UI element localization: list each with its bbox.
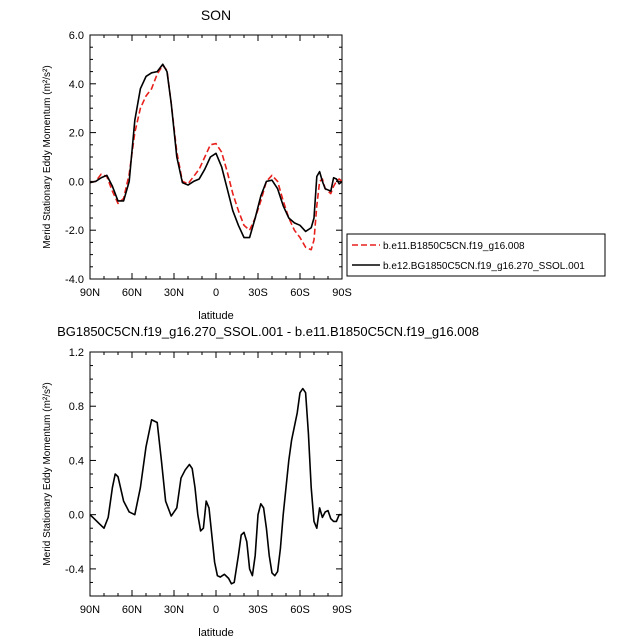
x-tick-label: 90N [80, 287, 100, 299]
x-tick-label: 30N [164, 287, 184, 299]
series-line-2 [90, 63, 342, 239]
x-tick-label: 0 [213, 604, 219, 616]
chart-1: SON -4.0 -2.0 0.0 2.0 4.0 6.0 90N 60N 30N 0 30S 60S 9… [42, 7, 606, 322]
y-tick-label: 6.0 [69, 30, 84, 42]
y-tick-label: 2.0 [69, 128, 84, 140]
y-tick-label: 0.0 [69, 176, 84, 188]
chart-title: BG1850C5CN.f19_g16.270_SSOL.001 - b.e11.… [57, 324, 479, 339]
series-line-1 [90, 387, 342, 585]
y-tick-label: -0.4 [65, 564, 84, 576]
x-tick-label: 90S [332, 287, 352, 299]
x-tick-label: 90N [80, 604, 100, 616]
x-tick-label: 60S [290, 287, 310, 299]
legend-box [346, 233, 606, 277]
plot-frame [89, 34, 343, 280]
x-axis-label: latitude [198, 627, 233, 639]
legend-label: b.e11.B1850C5CN.f19_g16.008 [383, 241, 525, 252]
x-tick-label: 60N [122, 287, 142, 299]
x-tick-label: 0 [213, 287, 219, 299]
y-tick-label: -2.0 [65, 225, 84, 237]
y-tick-label: 0.4 [69, 455, 84, 467]
y-tick-label: -4.0 [65, 274, 84, 286]
chart-title: SON [201, 7, 231, 23]
chart-2: BG1850C5CN.f19_g16.270_SSOL.001 - b.e11.… [42, 324, 479, 639]
y-axis-label: Merid Stationary Eddy Momentum (m²/s²) [42, 382, 53, 565]
x-tick-label: 90S [332, 604, 352, 616]
y-tick-label: 0.0 [69, 510, 84, 522]
x-tick-label: 60S [290, 604, 310, 616]
legend-label: b.e12.BG1850C5CN.f19_g16.270_SSOL.001 [383, 261, 585, 272]
x-tick-label: 30S [248, 604, 268, 616]
legend: b.e11.B1850C5CN.f19_g16.008 b.e12.BG1850C… [346, 233, 606, 277]
y-tick-label: 4.0 [69, 79, 84, 91]
series-line-1 [90, 64, 342, 251]
plot-frame [89, 351, 343, 597]
y-tick-label: 0.8 [69, 401, 84, 413]
y-axis-label: Merid Stationary Eddy Momentum (m²/s²) [42, 65, 53, 248]
x-tick-label: 30N [164, 604, 184, 616]
x-tick-label: 60N [122, 604, 142, 616]
x-tick-label: 30S [248, 287, 268, 299]
y-tick-label: 1.2 [69, 347, 84, 359]
x-axis-label: latitude [198, 310, 233, 322]
